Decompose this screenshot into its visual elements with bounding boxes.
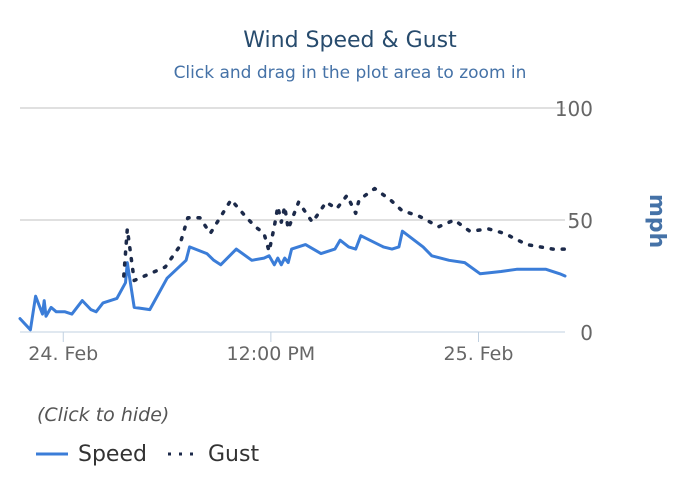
x-axis: 24. Feb 12:00 PM 25. Feb <box>28 332 513 365</box>
grid-lines <box>20 107 565 333</box>
series-line-gust[interactable] <box>122 186 567 283</box>
speed-line-icon <box>36 452 68 456</box>
legend-item-gust[interactable]: Gust <box>166 440 259 468</box>
chart-subtitle: Click and drag in the plot area to zoom … <box>173 63 527 83</box>
gust-dotted-line-icon <box>168 452 198 456</box>
x-tick-label: 25. Feb <box>444 343 514 365</box>
y-tick-label: 50 <box>568 209 593 233</box>
legend-item-speed[interactable]: Speed <box>36 440 147 468</box>
chart-title: Wind Speed & Gust <box>243 28 457 53</box>
legend-label-speed: Speed <box>78 441 147 467</box>
y-tick-label: 100 <box>555 97 593 121</box>
y-axis: 0 50 100 <box>555 97 593 345</box>
plot-area[interactable] <box>18 186 567 332</box>
x-tick-label: 12:00 PM <box>227 343 316 365</box>
legend-hint: (Click to hide) <box>37 404 170 426</box>
legend-label-gust: Gust <box>208 441 260 467</box>
y-tick-label: 0 <box>580 321 593 345</box>
y-axis-label: mph <box>644 194 669 248</box>
series-line-speed[interactable] <box>18 229 567 332</box>
x-tick-label: 24. Feb <box>28 343 98 365</box>
